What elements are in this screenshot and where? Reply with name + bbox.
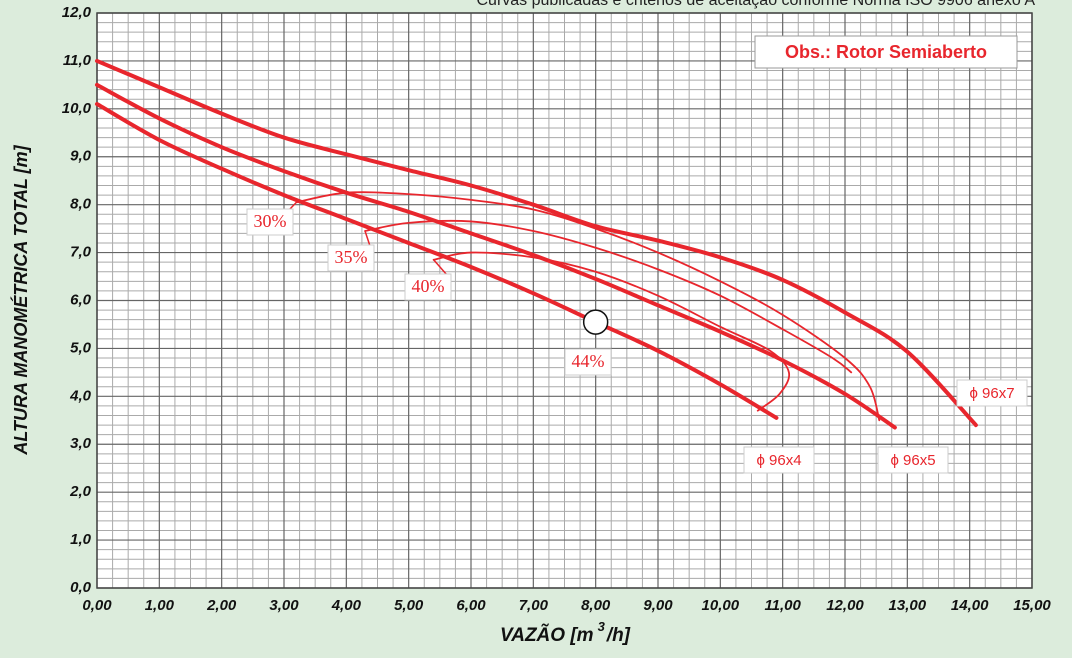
curve	[364, 219, 853, 374]
label-box	[877, 446, 949, 474]
curve	[295, 191, 881, 422]
curve	[95, 58, 978, 428]
x-tick-label: 14,00	[951, 597, 989, 614]
legend-label: 40%	[412, 276, 445, 296]
x-tick-label: 7,00	[519, 597, 549, 614]
x-tick-label: 15,00	[1013, 597, 1051, 614]
y-axis-label: ALTURA MANOMÉTRICA TOTAL [m]	[10, 144, 31, 455]
y-tick-label: 7,0	[70, 244, 92, 261]
x-axis-label: VAZÃO [m 3/h]	[500, 619, 631, 646]
x-tick-label: 2,00	[206, 597, 237, 614]
label-leader	[433, 259, 448, 276]
x-tick-label: 11,00	[764, 597, 801, 614]
curve	[432, 251, 791, 412]
marker-label: 44%	[572, 351, 605, 371]
grid	[96, 12, 1033, 589]
label-leader	[364, 230, 371, 247]
y-tick-label: 5,0	[70, 339, 92, 356]
x-tick-label: 9,00	[643, 597, 673, 614]
legend-label: ϕ 96x4	[756, 452, 801, 469]
y-tick-label: 6,0	[70, 291, 92, 308]
label-box	[743, 446, 815, 474]
x-tick-label: 6,00	[456, 597, 486, 614]
x-tick-label: 10,00	[702, 597, 740, 614]
x-tick-label: 3,00	[269, 597, 299, 614]
y-tick-label: 10,0	[62, 100, 92, 117]
curve	[95, 102, 779, 420]
legend-label: 35%	[335, 247, 368, 267]
duty-point	[582, 309, 609, 335]
x-tick-label: 8,00	[581, 597, 611, 614]
y-tick-label: 2,0	[69, 483, 92, 500]
x-tick-label: 0,00	[82, 597, 112, 614]
legend-label: 30%	[254, 211, 287, 231]
curve	[95, 82, 897, 430]
label-box	[327, 244, 375, 272]
y-tick-label: 8,0	[70, 196, 92, 213]
plot-border	[96, 12, 1033, 589]
y-tick-label: 11,0	[63, 52, 92, 69]
legend-label: ϕ 96x7	[969, 385, 1014, 402]
x-tick-label: 1,00	[145, 597, 175, 614]
x-tick-label: 5,00	[394, 597, 424, 614]
y-tick-label: 1,0	[70, 531, 92, 548]
note-box	[754, 35, 1018, 69]
legend-label: ϕ 96x5	[890, 452, 935, 469]
chart-title: Curvas publicadas e critérios de aceitaç…	[476, 0, 1035, 9]
note: Obs.: Rotor Semiaberto	[785, 42, 987, 62]
y-tick-label: 12,0	[62, 4, 92, 21]
y-tick-label: 4,0	[69, 387, 92, 404]
y-tick-label: 0,0	[70, 579, 92, 596]
x-tick-label: 13,00	[889, 597, 927, 614]
y-tick-label: 9,0	[70, 148, 92, 165]
label-box	[956, 379, 1028, 407]
y-tick-label: 3,0	[70, 435, 92, 452]
x-tick-label: 4,00	[331, 597, 362, 614]
label-box	[564, 348, 612, 376]
x-tick-label: 12,00	[826, 597, 864, 614]
label-box	[404, 273, 452, 301]
label-box	[246, 208, 294, 236]
